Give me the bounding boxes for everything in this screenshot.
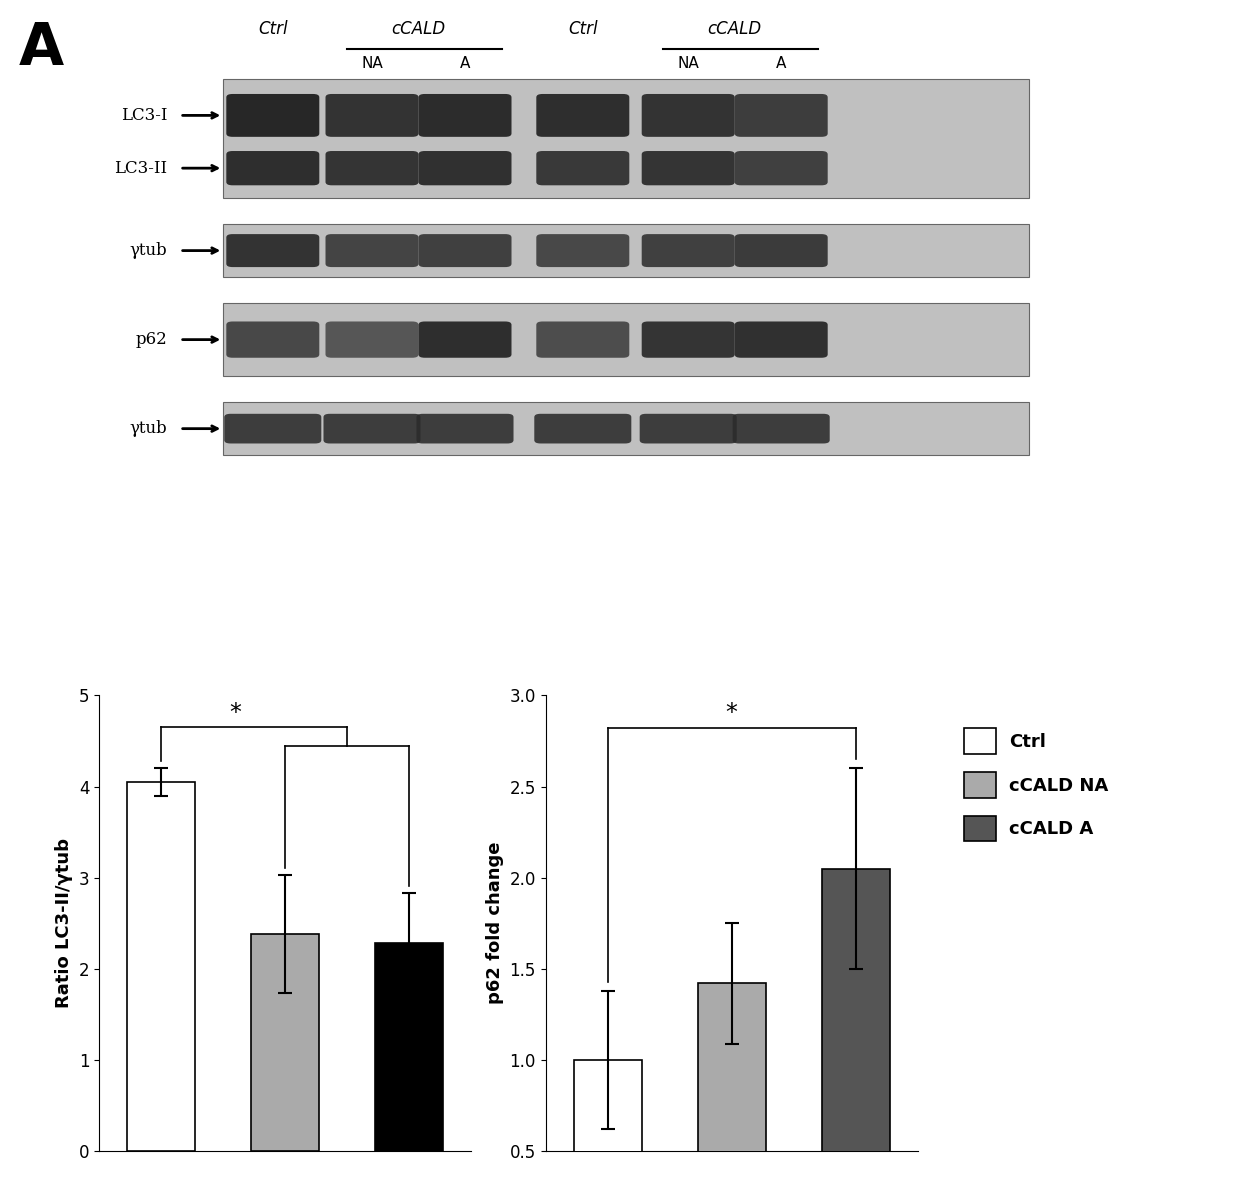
Legend: Ctrl, cCALD NA, cCALD A: Ctrl, cCALD NA, cCALD A (963, 729, 1109, 842)
FancyBboxPatch shape (325, 94, 419, 137)
Bar (223, 303, 1029, 376)
Bar (250, 934, 319, 1151)
FancyBboxPatch shape (642, 151, 734, 186)
FancyBboxPatch shape (642, 94, 734, 137)
Text: Ctrl: Ctrl (258, 20, 288, 38)
Text: p62: p62 (135, 331, 167, 348)
Y-axis label: p62 fold change: p62 fold change (486, 842, 503, 1005)
Y-axis label: Ratio LC3-II/γtub: Ratio LC3-II/γtub (56, 838, 73, 1008)
Bar (223, 224, 1029, 277)
FancyBboxPatch shape (734, 94, 828, 137)
FancyBboxPatch shape (734, 321, 828, 357)
FancyBboxPatch shape (640, 414, 737, 444)
Text: γtub: γtub (130, 420, 167, 438)
Text: A: A (19, 20, 63, 77)
FancyBboxPatch shape (324, 414, 420, 444)
FancyBboxPatch shape (537, 151, 630, 186)
Text: LC3-II: LC3-II (114, 159, 167, 176)
Text: *: * (725, 700, 738, 724)
FancyBboxPatch shape (325, 234, 419, 267)
Text: A: A (776, 56, 786, 71)
Text: LC3-I: LC3-I (122, 107, 167, 123)
Text: *: * (229, 701, 242, 725)
FancyBboxPatch shape (226, 321, 320, 357)
FancyBboxPatch shape (224, 414, 321, 444)
FancyBboxPatch shape (325, 151, 419, 186)
FancyBboxPatch shape (419, 234, 511, 267)
FancyBboxPatch shape (537, 234, 630, 267)
FancyBboxPatch shape (642, 234, 734, 267)
Text: NA: NA (677, 56, 699, 71)
Text: A: A (460, 56, 470, 71)
FancyBboxPatch shape (226, 94, 320, 137)
FancyBboxPatch shape (642, 321, 734, 357)
Bar (126, 782, 196, 1151)
FancyBboxPatch shape (534, 414, 631, 444)
FancyBboxPatch shape (226, 151, 320, 186)
Bar (821, 868, 890, 1199)
Bar (223, 79, 1029, 198)
Bar (573, 1060, 642, 1199)
Bar (223, 403, 1029, 454)
FancyBboxPatch shape (419, 94, 511, 137)
FancyBboxPatch shape (226, 234, 320, 267)
Text: γtub: γtub (130, 242, 167, 259)
FancyBboxPatch shape (419, 151, 511, 186)
Text: cCALD: cCALD (392, 20, 445, 38)
FancyBboxPatch shape (537, 321, 630, 357)
Text: Ctrl: Ctrl (568, 20, 598, 38)
Text: cCALD: cCALD (708, 20, 761, 38)
Text: NA: NA (361, 56, 383, 71)
FancyBboxPatch shape (325, 321, 419, 357)
Bar (697, 983, 766, 1199)
FancyBboxPatch shape (537, 94, 630, 137)
FancyBboxPatch shape (734, 151, 828, 186)
FancyBboxPatch shape (417, 414, 513, 444)
FancyBboxPatch shape (419, 321, 511, 357)
FancyBboxPatch shape (733, 414, 830, 444)
FancyBboxPatch shape (734, 234, 828, 267)
Bar (374, 944, 444, 1151)
